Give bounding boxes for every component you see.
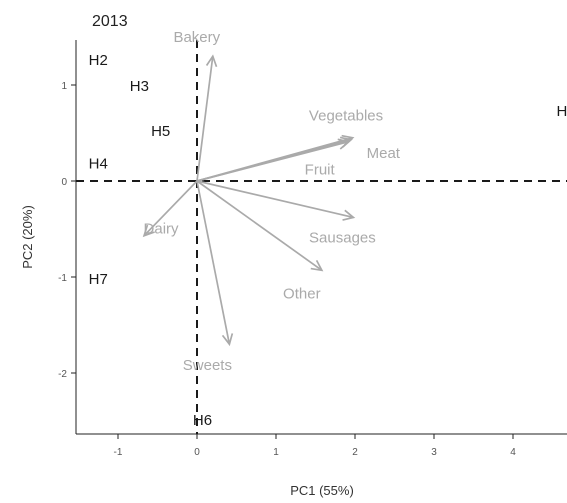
variable-labels: Bakery Vegetables Meat Fruit Sausages Other Da… xyxy=(144,29,401,374)
x-axis-title: PC1 (55%) xyxy=(290,483,354,498)
x-tick-label: 0 xyxy=(194,447,200,458)
variable-label: Dairy xyxy=(144,221,180,238)
variable-arrow-head xyxy=(142,224,155,238)
observation-label: H4 xyxy=(89,156,108,173)
variable-label: Meat xyxy=(367,145,401,162)
observation-label: H7 xyxy=(89,271,108,288)
x-tick-label: 3 xyxy=(431,447,437,458)
y-axis-ticks: -2 -1 0 1 xyxy=(58,81,76,380)
variable-arrow-head xyxy=(337,138,351,150)
x-tick-label: 4 xyxy=(510,447,516,458)
variable-label: Fruit xyxy=(305,162,336,179)
variable-arrow-head xyxy=(205,54,218,68)
variable-arrow-shaft xyxy=(196,180,323,271)
y-tick-label: 1 xyxy=(61,81,67,92)
variable-arrows xyxy=(142,54,356,347)
variable-arrow-shaft xyxy=(196,180,231,345)
variable-arrow-head xyxy=(342,209,356,221)
observation-label: H2 xyxy=(89,52,108,69)
y-tick-label: -1 xyxy=(58,273,67,284)
observation-label: H6 xyxy=(193,412,212,429)
observation-label: H5 xyxy=(151,123,170,140)
y-axis-title: PC2 (20%) xyxy=(20,205,35,269)
x-tick-label: -1 xyxy=(114,447,123,458)
variable-arrow-head xyxy=(221,333,234,347)
x-tick-label: 1 xyxy=(273,447,279,458)
y-tick-label: -2 xyxy=(58,369,67,380)
variable-label: Other xyxy=(283,285,321,302)
variable-arrow-head xyxy=(310,259,324,272)
variable-label: Vegetables xyxy=(309,108,383,125)
y-tick-label: 0 xyxy=(61,177,67,188)
variable-arrow-shaft xyxy=(196,140,349,182)
observation-label: H3 xyxy=(130,78,149,95)
variable-label: Bakery xyxy=(173,29,220,46)
variable-arrow-shaft xyxy=(196,56,214,182)
observation-label: H xyxy=(557,103,567,120)
variable-label: Sweets xyxy=(183,357,232,374)
observation-labels: H2 H3 H5 H4 H7 H6 H xyxy=(89,52,567,429)
x-tick-label: 2 xyxy=(352,447,358,458)
variable-arrow-shaft xyxy=(196,180,354,219)
variable-label: Sausages xyxy=(309,229,376,246)
variable-arrow-shaft xyxy=(143,180,198,237)
chart-title: 2013 xyxy=(92,13,128,30)
x-axis-ticks: -1 0 1 2 3 4 xyxy=(114,434,516,458)
